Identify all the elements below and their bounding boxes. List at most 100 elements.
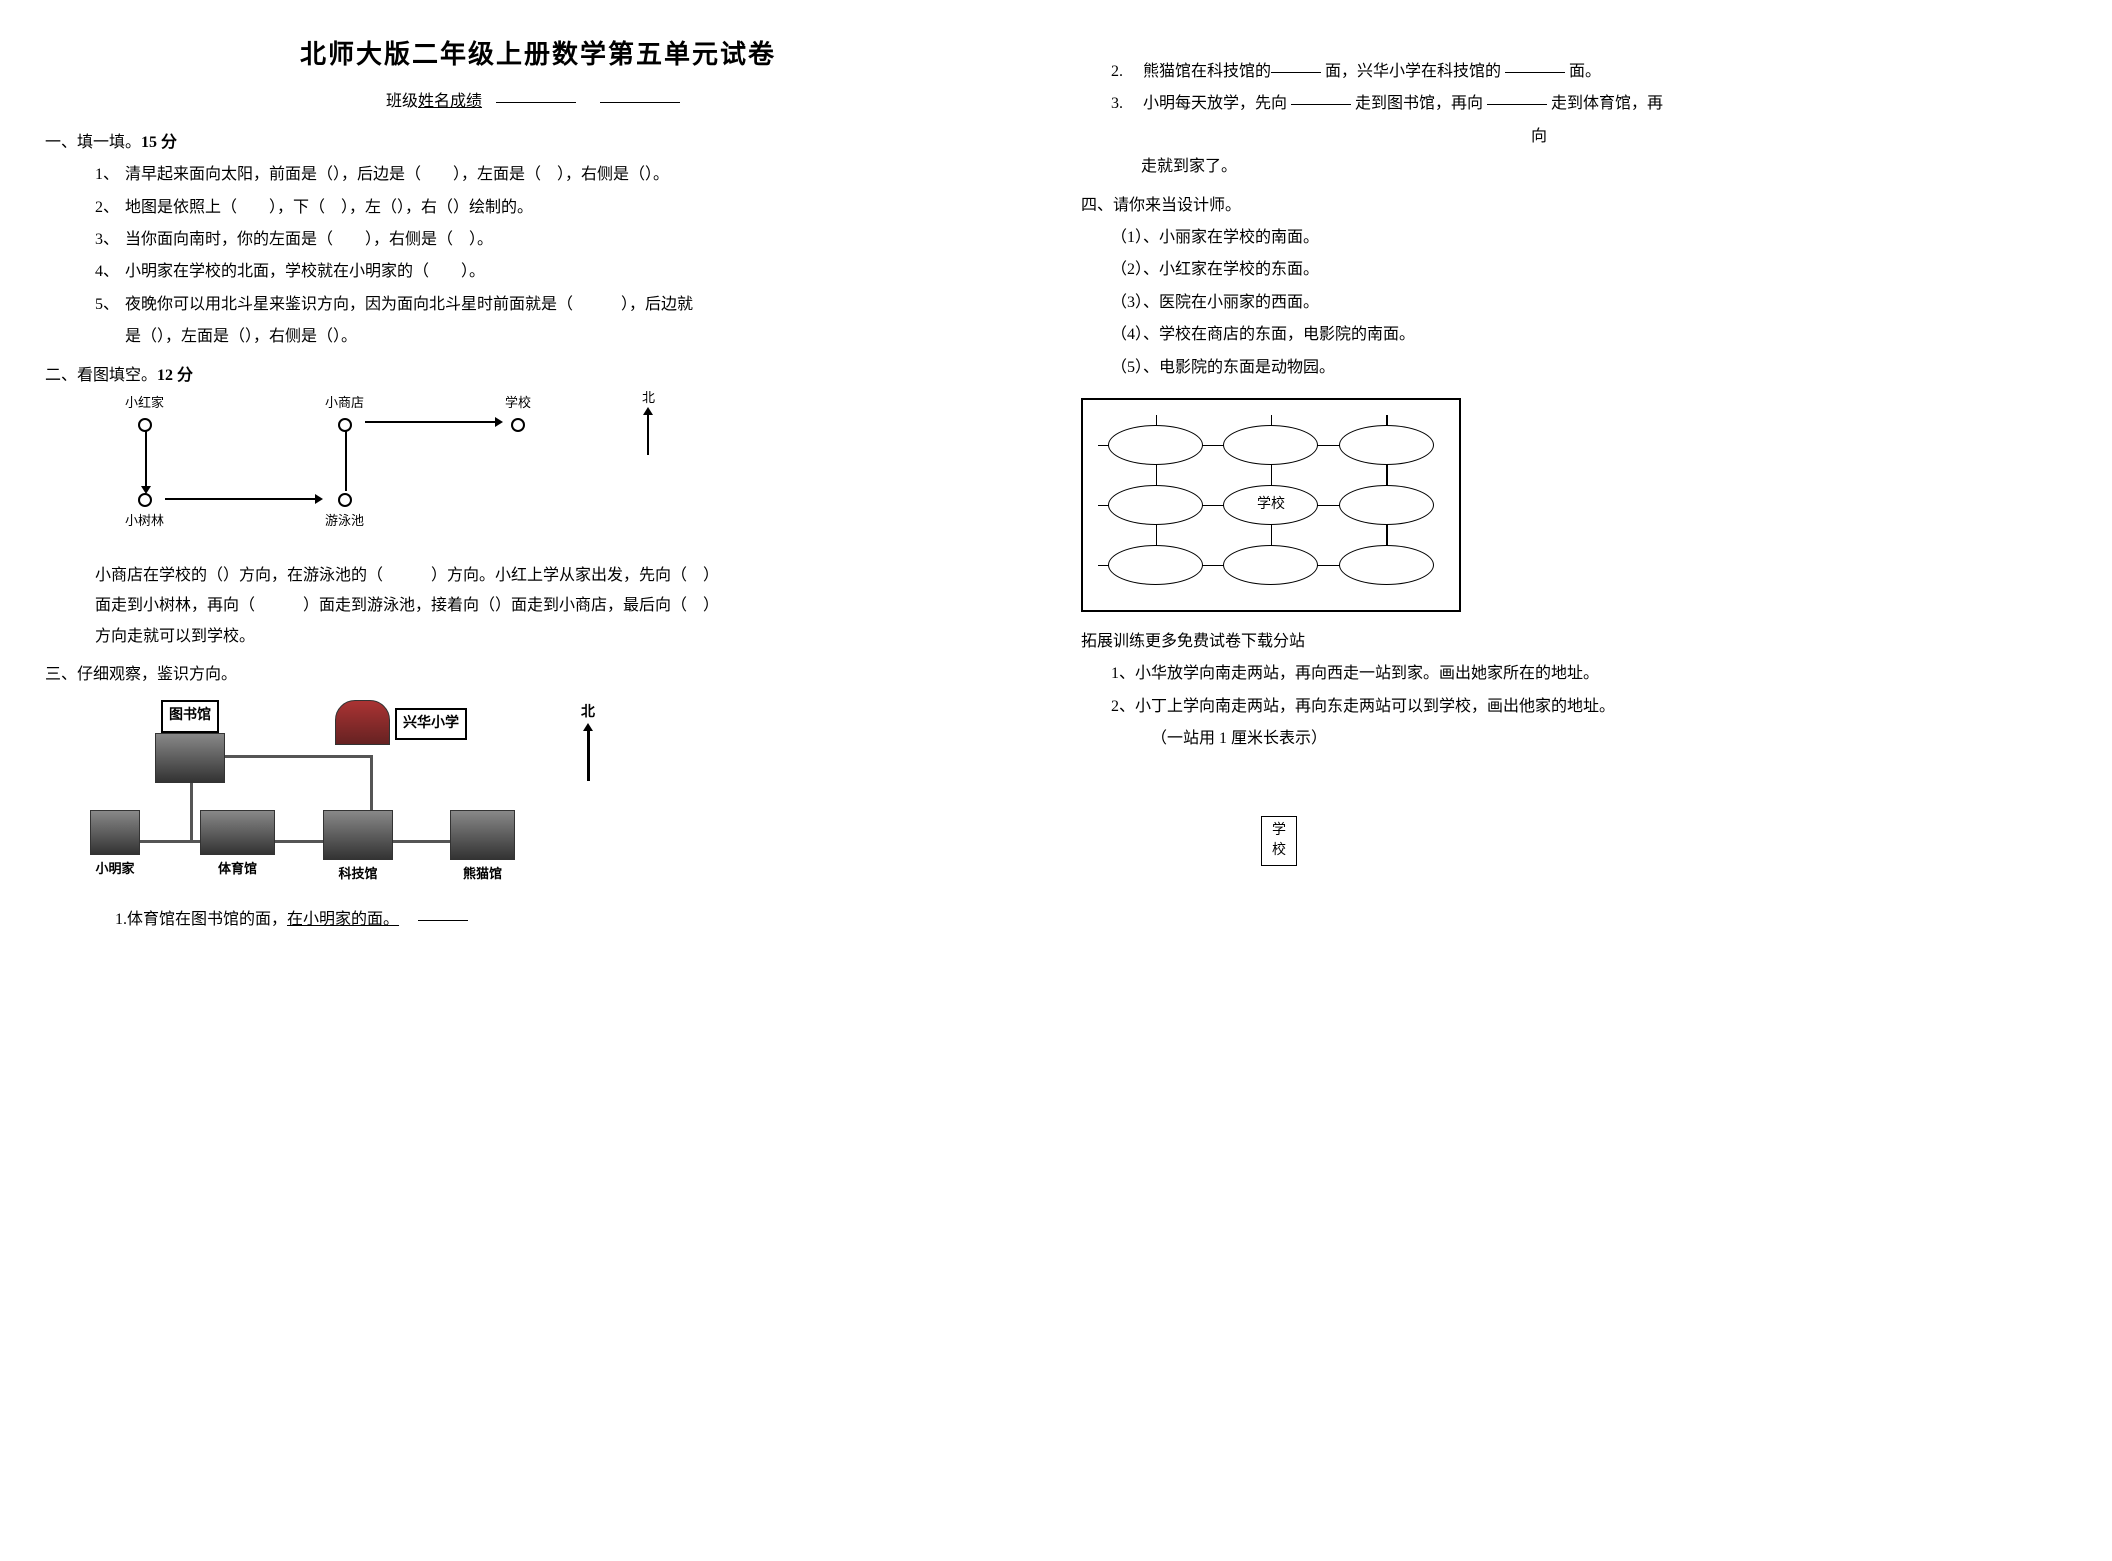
grid-cell	[1098, 535, 1213, 595]
s1-q5: 5、夜晚你可以用北斗星来鉴识方向，因为面向北斗星时前面就是（ ），后边就	[95, 290, 1031, 320]
label-xiaohong: 小红家	[125, 395, 164, 410]
s1-question-list: 1、清早起来面向太阳，前面是（），后边是（ ），左面是（ ），右侧是（）。 2、…	[45, 160, 1031, 352]
arrow-up-line	[345, 431, 347, 491]
s3-q2-num: 2.	[1111, 63, 1123, 80]
s3-q2-p3: 面。	[1569, 63, 1601, 80]
blank-icon	[1291, 104, 1351, 105]
s3-q2: 2. 熊猫馆在科技馆的 面，兴华小学在科技馆的 面。	[1111, 57, 2067, 87]
s1-header-text: 一、填一填。	[45, 134, 141, 151]
s1-q2-num: 2、	[95, 193, 125, 223]
blank-score	[600, 102, 680, 103]
subtitle-prefix: 班级	[386, 93, 418, 110]
ellipse-school: 学校	[1223, 485, 1318, 525]
q4-ellipse-grid: 学校	[1081, 398, 1461, 612]
blank-name	[496, 102, 576, 103]
ellipse-icon	[1339, 545, 1434, 585]
s2-p-line1: 小商店在学校的（）方向，在游泳池的（ ）方向。小红上学从家出发，先向（ ）	[95, 561, 1031, 591]
s4-q4: （4）、学校在商店的东面，电影院的南面。	[1111, 320, 2067, 350]
s4-q1: （1）、小丽家在学校的南面。	[1111, 223, 2067, 253]
label-pool: 游泳池	[325, 513, 364, 528]
ext-q2: 2、小丁上学向南走两站，再向东走两站可以到学校，画出他家的地址。	[1111, 692, 2067, 722]
arrow-down-icon	[145, 431, 147, 486]
right-column: 2. 熊猫馆在科技馆的 面，兴华小学在科技馆的 面。 3. 小明每天放学，先向 …	[1056, 30, 2092, 936]
ellipse-icon	[1108, 485, 1203, 525]
s1-q1-text: 清早起来面向太阳，前面是（），后边是（ ），左面是（ ），右侧是（）。	[125, 166, 669, 183]
s3-q3-p2: 走到图书馆，再向	[1355, 95, 1483, 112]
section2-header: 二、看图填空。12 分	[45, 361, 1031, 391]
left-column: 北师大版二年级上册数学第五单元试卷 班级姓名成绩 一、填一填。15 分 1、清早…	[20, 30, 1056, 936]
s3-q1-text: 1.体育馆在图书馆的面，	[115, 911, 287, 928]
grid-cell	[1329, 535, 1444, 595]
s1-q2: 2、地图是依照上（ ），下（ ），左（），右（）绘制的。	[95, 193, 1031, 223]
s4-q5: （5）、电影院的东面是动物园。	[1111, 353, 2067, 383]
subtitle-underlined: 姓名成绩	[418, 93, 482, 110]
circle-icon	[138, 418, 152, 432]
label-library: 图书馆	[161, 700, 219, 733]
s3-q3: 3. 小明每天放学，先向 走到图书馆，再向 走到体育馆，再	[1111, 89, 2067, 119]
node-shop: 小商店	[325, 391, 364, 434]
s1-q3-text: 当你面向南时，你的左面是（ ），右侧是（ ）。	[125, 231, 493, 248]
q3-map-diagram: 北 图书馆 兴华小学 小明家 体育馆	[105, 700, 605, 900]
grid-cell	[1098, 415, 1213, 475]
ellipse-icon	[1108, 425, 1203, 465]
node-forest: 小树林	[125, 491, 164, 534]
s4-question-list: （1）、小丽家在学校的南面。 （2）、小红家在学校的东面。 （3）、医院在小丽家…	[1081, 223, 2067, 383]
circle-icon	[338, 493, 352, 507]
school-box: 学 校	[1261, 816, 1297, 865]
s1-q3: 3、当你面向南时，你的左面是（ ），右侧是（ ）。	[95, 225, 1031, 255]
s1-q4-text: 小明家在学校的北面，学校就在小明家的（ ）。	[125, 263, 485, 280]
building-library: 图书馆	[155, 700, 225, 785]
s1-q2-text: 地图是依照上（ ），下（ ），左（），右（）绘制的。	[125, 199, 533, 216]
grid-cell	[1213, 415, 1328, 475]
school-char2: 校	[1272, 841, 1286, 861]
s3-q3-cont: 向	[1011, 122, 2067, 152]
s1-q3-num: 3、	[95, 225, 125, 255]
north-arrow-icon	[647, 415, 649, 455]
s2-paragraph: 小商店在学校的（）方向，在游泳池的（ ）方向。小红上学从家出发，先向（ ） 面走…	[45, 561, 1031, 652]
q3-north-indicator: 北	[581, 700, 595, 785]
s3-q1-underlined: 在小明家的面。	[287, 911, 399, 928]
grid-cell-center: 学校	[1213, 475, 1328, 535]
s3-q3-end: 走就到家了。	[1111, 152, 2067, 182]
arrow-right-icon	[365, 421, 495, 423]
ellipse-icon	[1339, 485, 1434, 525]
q2-path-diagram: 北 小红家 小商店 学校 小树林 游泳池	[105, 391, 645, 551]
s4-q2: （2）、小红家在学校的东面。	[1111, 255, 2067, 285]
building-xiaoming: 小明家	[90, 810, 140, 882]
circle-icon	[138, 493, 152, 507]
exam-title: 北师大版二年级上册数学第五单元试卷	[45, 30, 1031, 79]
s1-points: 15 分	[141, 134, 177, 151]
s4-q3: （3）、医院在小丽家的西面。	[1111, 288, 2067, 318]
gym-icon	[200, 810, 275, 855]
house-icon	[90, 810, 140, 855]
ellipse-icon	[1223, 425, 1318, 465]
q3-north-label: 北	[581, 705, 595, 720]
s3-q2-p2: 面，兴华小学在科技馆的	[1325, 63, 1501, 80]
north-arrow-icon	[587, 731, 590, 781]
label-shop: 小商店	[325, 395, 364, 410]
node-pool: 游泳池	[325, 491, 364, 534]
ellipse-icon	[1339, 425, 1434, 465]
label-xinghua: 兴华小学	[395, 708, 467, 741]
node-school: 学校	[505, 391, 531, 434]
node-xiaohong: 小红家	[125, 391, 164, 434]
section3-header: 三、仔细观察，鉴识方向。	[45, 660, 1031, 690]
school-char1: 学	[1272, 821, 1286, 841]
circle-icon	[338, 418, 352, 432]
label-panda: 熊猫馆	[463, 866, 502, 881]
q2-north-indicator: 北	[642, 386, 655, 455]
q2-north-label: 北	[642, 390, 655, 405]
s2-p-line2: 面走到小树林，再向（ ）面走到游泳池，接着向（）面走到小商店，最后向（ ）	[95, 591, 1031, 621]
s1-q1-num: 1、	[95, 160, 125, 190]
ext-q1: 1、小华放学向南走两站，再向西走一站到家。画出她家所在的地址。	[1111, 659, 2067, 689]
blank-icon	[1487, 104, 1547, 105]
arrow-right-icon	[165, 498, 315, 500]
s3-q3-p1: 小明每天放学，先向	[1143, 95, 1287, 112]
school-icon	[335, 700, 390, 745]
section1-header: 一、填一填。15 分	[45, 128, 1031, 158]
science-icon	[323, 810, 393, 860]
label-forest: 小树林	[125, 513, 164, 528]
s3-q1: 1.体育馆在图书馆的面，在小明家的面。	[45, 905, 1031, 935]
section4-header: 四、请你来当设计师。	[1081, 191, 2067, 221]
blank-icon	[1505, 72, 1565, 73]
